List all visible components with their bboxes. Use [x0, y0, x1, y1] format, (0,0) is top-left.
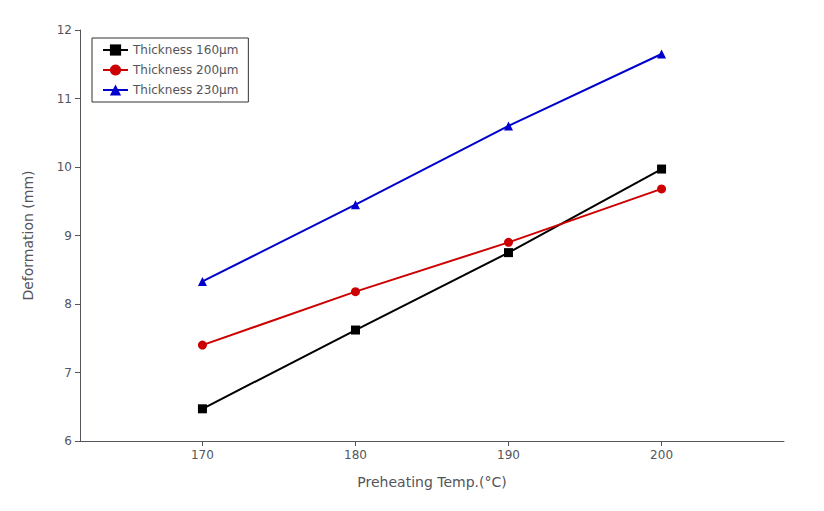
svg-text:Deformation (mm): Deformation (mm) [20, 170, 36, 300]
svg-text:11: 11 [57, 92, 72, 106]
svg-text:200: 200 [650, 448, 673, 462]
svg-text:180: 180 [344, 448, 367, 462]
svg-text:6: 6 [64, 434, 72, 448]
svg-text:8: 8 [64, 297, 72, 311]
svg-text:170: 170 [191, 448, 214, 462]
svg-text:190: 190 [497, 448, 520, 462]
svg-text:12: 12 [57, 23, 72, 37]
svg-text:Preheating Temp.(°C): Preheating Temp.(°C) [357, 474, 506, 490]
svg-text:Thickness 160μm: Thickness 160μm [132, 43, 238, 57]
svg-text:10: 10 [57, 160, 72, 174]
svg-text:9: 9 [64, 229, 72, 243]
svg-text:Thickness 200μm: Thickness 200μm [132, 63, 238, 77]
svg-text:7: 7 [64, 366, 72, 380]
svg-text:Thickness 230μm: Thickness 230μm [132, 83, 238, 97]
